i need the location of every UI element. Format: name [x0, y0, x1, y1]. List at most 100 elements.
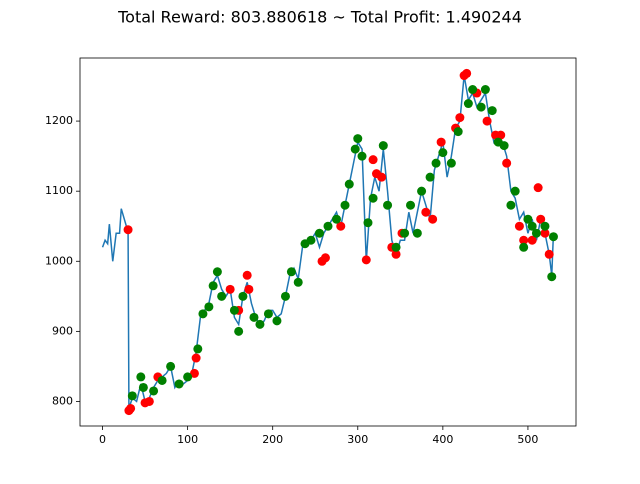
- trade-marker: [217, 291, 227, 301]
- trade-marker: [462, 68, 472, 78]
- trade-marker: [183, 372, 193, 382]
- trade-marker: [272, 316, 282, 326]
- trade-marker: [225, 284, 235, 294]
- trade-marker: [363, 218, 373, 228]
- trade-marker: [340, 200, 350, 210]
- trade-marker: [280, 291, 290, 301]
- trade-marker: [314, 228, 324, 238]
- trade-marker: [453, 127, 463, 137]
- trade-marker: [519, 235, 529, 245]
- trade-marker: [332, 214, 342, 224]
- trade-marker: [421, 207, 431, 217]
- x-tick-label: 300: [347, 433, 368, 446]
- trade-marker: [482, 116, 492, 126]
- trade-marker: [531, 228, 541, 238]
- trade-marker: [127, 391, 137, 401]
- y-tick-label: 1000: [45, 254, 73, 267]
- trade-marker: [212, 267, 222, 277]
- trade-marker: [350, 144, 360, 154]
- trade-marker: [417, 186, 427, 196]
- trade-marker: [496, 130, 506, 140]
- trade-marker: [527, 221, 537, 231]
- trade-marker: [406, 200, 416, 210]
- trade-marker: [412, 228, 422, 238]
- trade-marker: [391, 242, 401, 252]
- x-tick-label: 400: [432, 433, 453, 446]
- trade-marker: [242, 270, 252, 280]
- trade-marker: [157, 375, 167, 385]
- trade-marker: [238, 291, 248, 301]
- y-tick-label: 1100: [45, 184, 73, 197]
- trade-marker: [499, 141, 509, 151]
- trade-marker: [174, 379, 184, 389]
- trade-marker: [438, 148, 448, 158]
- trade-marker: [391, 249, 401, 259]
- trade-marker: [166, 361, 176, 371]
- trade-marker: [293, 277, 303, 287]
- trade-marker: [547, 272, 557, 282]
- trade-marker: [425, 172, 435, 182]
- trade-marker: [506, 200, 516, 210]
- trade-marker: [487, 106, 497, 116]
- trade-marker: [502, 158, 512, 168]
- trade-marker: [204, 302, 214, 312]
- y-tick-label: 800: [52, 394, 73, 407]
- trade-marker: [255, 319, 265, 329]
- x-tick-label: 200: [262, 433, 283, 446]
- trade-marker: [536, 214, 546, 224]
- trade-marker: [198, 309, 208, 319]
- trade-marker: [123, 225, 133, 235]
- trade-marker: [344, 179, 354, 189]
- trade-marker: [527, 235, 537, 245]
- trade-marker: [480, 85, 490, 95]
- trade-marker: [463, 99, 473, 109]
- trade-marker: [510, 186, 520, 196]
- trade-marker: [428, 214, 438, 224]
- trade-marker: [361, 255, 371, 265]
- trade-marker: [229, 305, 239, 315]
- trade-marker: [540, 228, 550, 238]
- chart-title: Total Reward: 803.880618 ~ Total Profit:…: [117, 8, 522, 27]
- trade-marker: [533, 183, 543, 193]
- trade-marker: [436, 137, 446, 147]
- trade-marker: [126, 403, 136, 413]
- trade-marker: [468, 85, 478, 95]
- x-tick-label: 0: [99, 433, 106, 446]
- trade-marker: [519, 242, 529, 252]
- trade-marker: [455, 113, 465, 123]
- y-tick-label: 900: [52, 324, 73, 337]
- trade-marker: [357, 151, 367, 161]
- trade-marker: [144, 396, 154, 406]
- trade-marker: [431, 158, 441, 168]
- trade-marker: [476, 102, 486, 112]
- trade-marker: [378, 141, 388, 151]
- trade-marker: [323, 221, 333, 231]
- trade-marker: [544, 249, 554, 259]
- trade-marker: [191, 353, 201, 363]
- trade-marker: [336, 221, 346, 231]
- trade-marker: [189, 368, 199, 378]
- trade-marker: [193, 344, 203, 354]
- trade-marker: [306, 235, 316, 245]
- trade-marker: [523, 214, 533, 224]
- trade-marker: [446, 158, 456, 168]
- trade-marker: [244, 284, 254, 294]
- trade-marker: [138, 382, 148, 392]
- trade-marker: [136, 372, 146, 382]
- trade-marker: [368, 155, 378, 165]
- trade-marker: [234, 326, 244, 336]
- trade-marker: [540, 221, 550, 231]
- x-tick-label: 100: [177, 433, 198, 446]
- x-tick-label: 500: [517, 433, 538, 446]
- trade-marker: [400, 228, 410, 238]
- trade-marker: [377, 172, 387, 182]
- trade-marker: [368, 193, 378, 203]
- plot-frame: [79, 57, 577, 427]
- y-tick-label: 1200: [45, 114, 73, 127]
- trade-marker: [249, 312, 259, 322]
- trade-marker: [383, 200, 393, 210]
- trade-marker: [263, 309, 273, 319]
